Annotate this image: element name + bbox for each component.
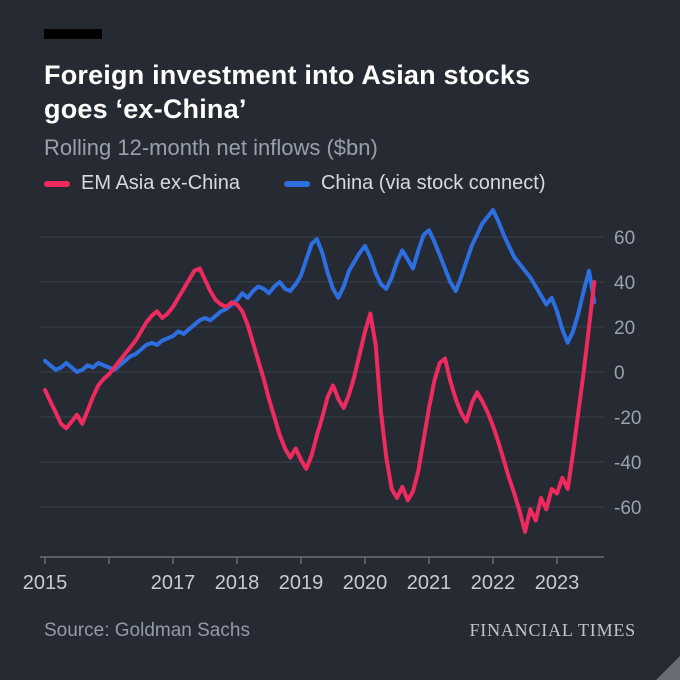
svg-text:2017: 2017 [151, 572, 196, 594]
chart-subtitle: Rolling 12-month net inflows ($bn) [44, 135, 378, 160]
svg-text:-60: -60 [614, 498, 641, 519]
svg-text:40: 40 [614, 273, 635, 294]
svg-text:-40: -40 [614, 453, 641, 474]
ft-top-rule [44, 29, 102, 39]
source-note: Source: Goldman Sachs [44, 620, 250, 641]
legend-label-em-asia-ex-china: EM Asia ex-China [81, 172, 240, 194]
legend-swatch-pink [44, 180, 70, 187]
legend: EM Asia ex-China China (via stock connec… [44, 172, 546, 195]
svg-text:20: 20 [614, 318, 635, 339]
legend-label-china: China (via stock connect) [320, 172, 546, 194]
legend-item-china: China (via stock connect) [283, 172, 546, 195]
svg-text:60: 60 [614, 228, 635, 249]
svg-text:0: 0 [614, 363, 625, 384]
chart-title-line2: goes ‘ex-China’ [44, 94, 247, 124]
ft-wordmark: FINANCIAL TIMES [469, 620, 636, 640]
svg-text:-20: -20 [614, 408, 641, 429]
chart-title-line1: Foreign investment into Asian stocks [44, 60, 531, 90]
svg-text:2015: 2015 [23, 572, 68, 594]
legend-swatch-blue [283, 180, 310, 187]
legend-item-em-asia-ex-china: EM Asia ex-China [44, 172, 240, 195]
corner-triangle-icon [656, 656, 680, 680]
chart-svg: 60 40 20 0 -20 -40 -60 2015 2017 2018 2019 2020 2021… [23, 208, 641, 594]
chart-title: Foreign investment into Asian stocks goe… [44, 58, 530, 126]
svg-text:2021: 2021 [407, 572, 452, 594]
svg-text:2022: 2022 [471, 572, 516, 594]
svg-text:2023: 2023 [535, 572, 580, 594]
svg-text:2018: 2018 [215, 572, 260, 594]
svg-text:2019: 2019 [279, 572, 324, 594]
svg-text:2020: 2020 [343, 572, 388, 594]
